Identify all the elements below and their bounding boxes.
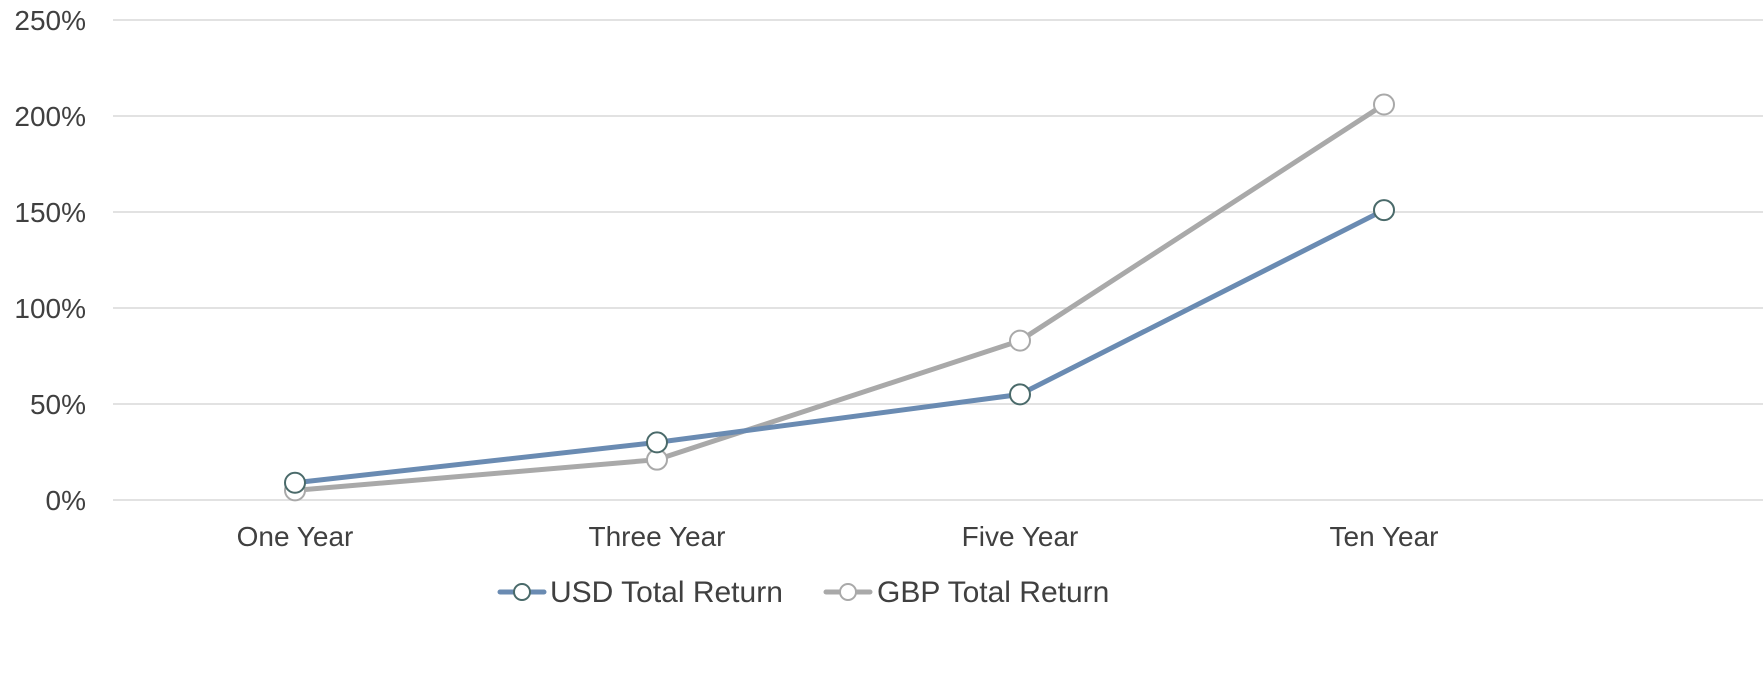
y-tick-label: 100%: [14, 293, 86, 324]
data-point-gbp: [1373, 93, 1395, 116]
y-tick-label: 0%: [46, 485, 86, 516]
data-point-usd: [646, 431, 668, 454]
x-tick-label: One Year: [237, 521, 354, 552]
series-markers: [284, 93, 1395, 502]
legend-item-usd: USD Total Return: [497, 576, 783, 609]
legend: USD Total Return GBP Total Return: [497, 576, 1109, 609]
y-tick-label: 150%: [14, 197, 86, 228]
y-tick-label: 200%: [14, 101, 86, 132]
data-point-gbp: [1009, 329, 1031, 352]
x-tick-label: Three Year: [589, 521, 726, 552]
gridlines: [113, 19, 1763, 501]
series-line-gbp: [292, 101, 1387, 493]
y-axis-tick-labels: 0% 50% 100% 150% 200% 250%: [14, 5, 86, 516]
y-tick-label: 250%: [14, 5, 86, 36]
legend-swatch-marker: [513, 583, 531, 601]
x-tick-label: Five Year: [962, 521, 1079, 552]
x-axis-tick-labels: One Year Three Year Five Year Ten Year: [237, 521, 1439, 552]
x-tick-label: Ten Year: [1330, 521, 1439, 552]
data-point-usd: [284, 471, 306, 494]
series-line-usd: [292, 207, 1387, 486]
data-point-usd: [1373, 199, 1395, 222]
legend-item-gbp: GBP Total Return: [823, 576, 1109, 609]
data-point-usd: [1009, 383, 1031, 406]
legend-label: USD Total Return: [550, 576, 783, 609]
legend-label: GBP Total Return: [877, 576, 1109, 609]
series-lines: [292, 101, 1387, 493]
legend-swatch-marker: [839, 583, 857, 601]
y-tick-label: 50%: [30, 389, 86, 420]
